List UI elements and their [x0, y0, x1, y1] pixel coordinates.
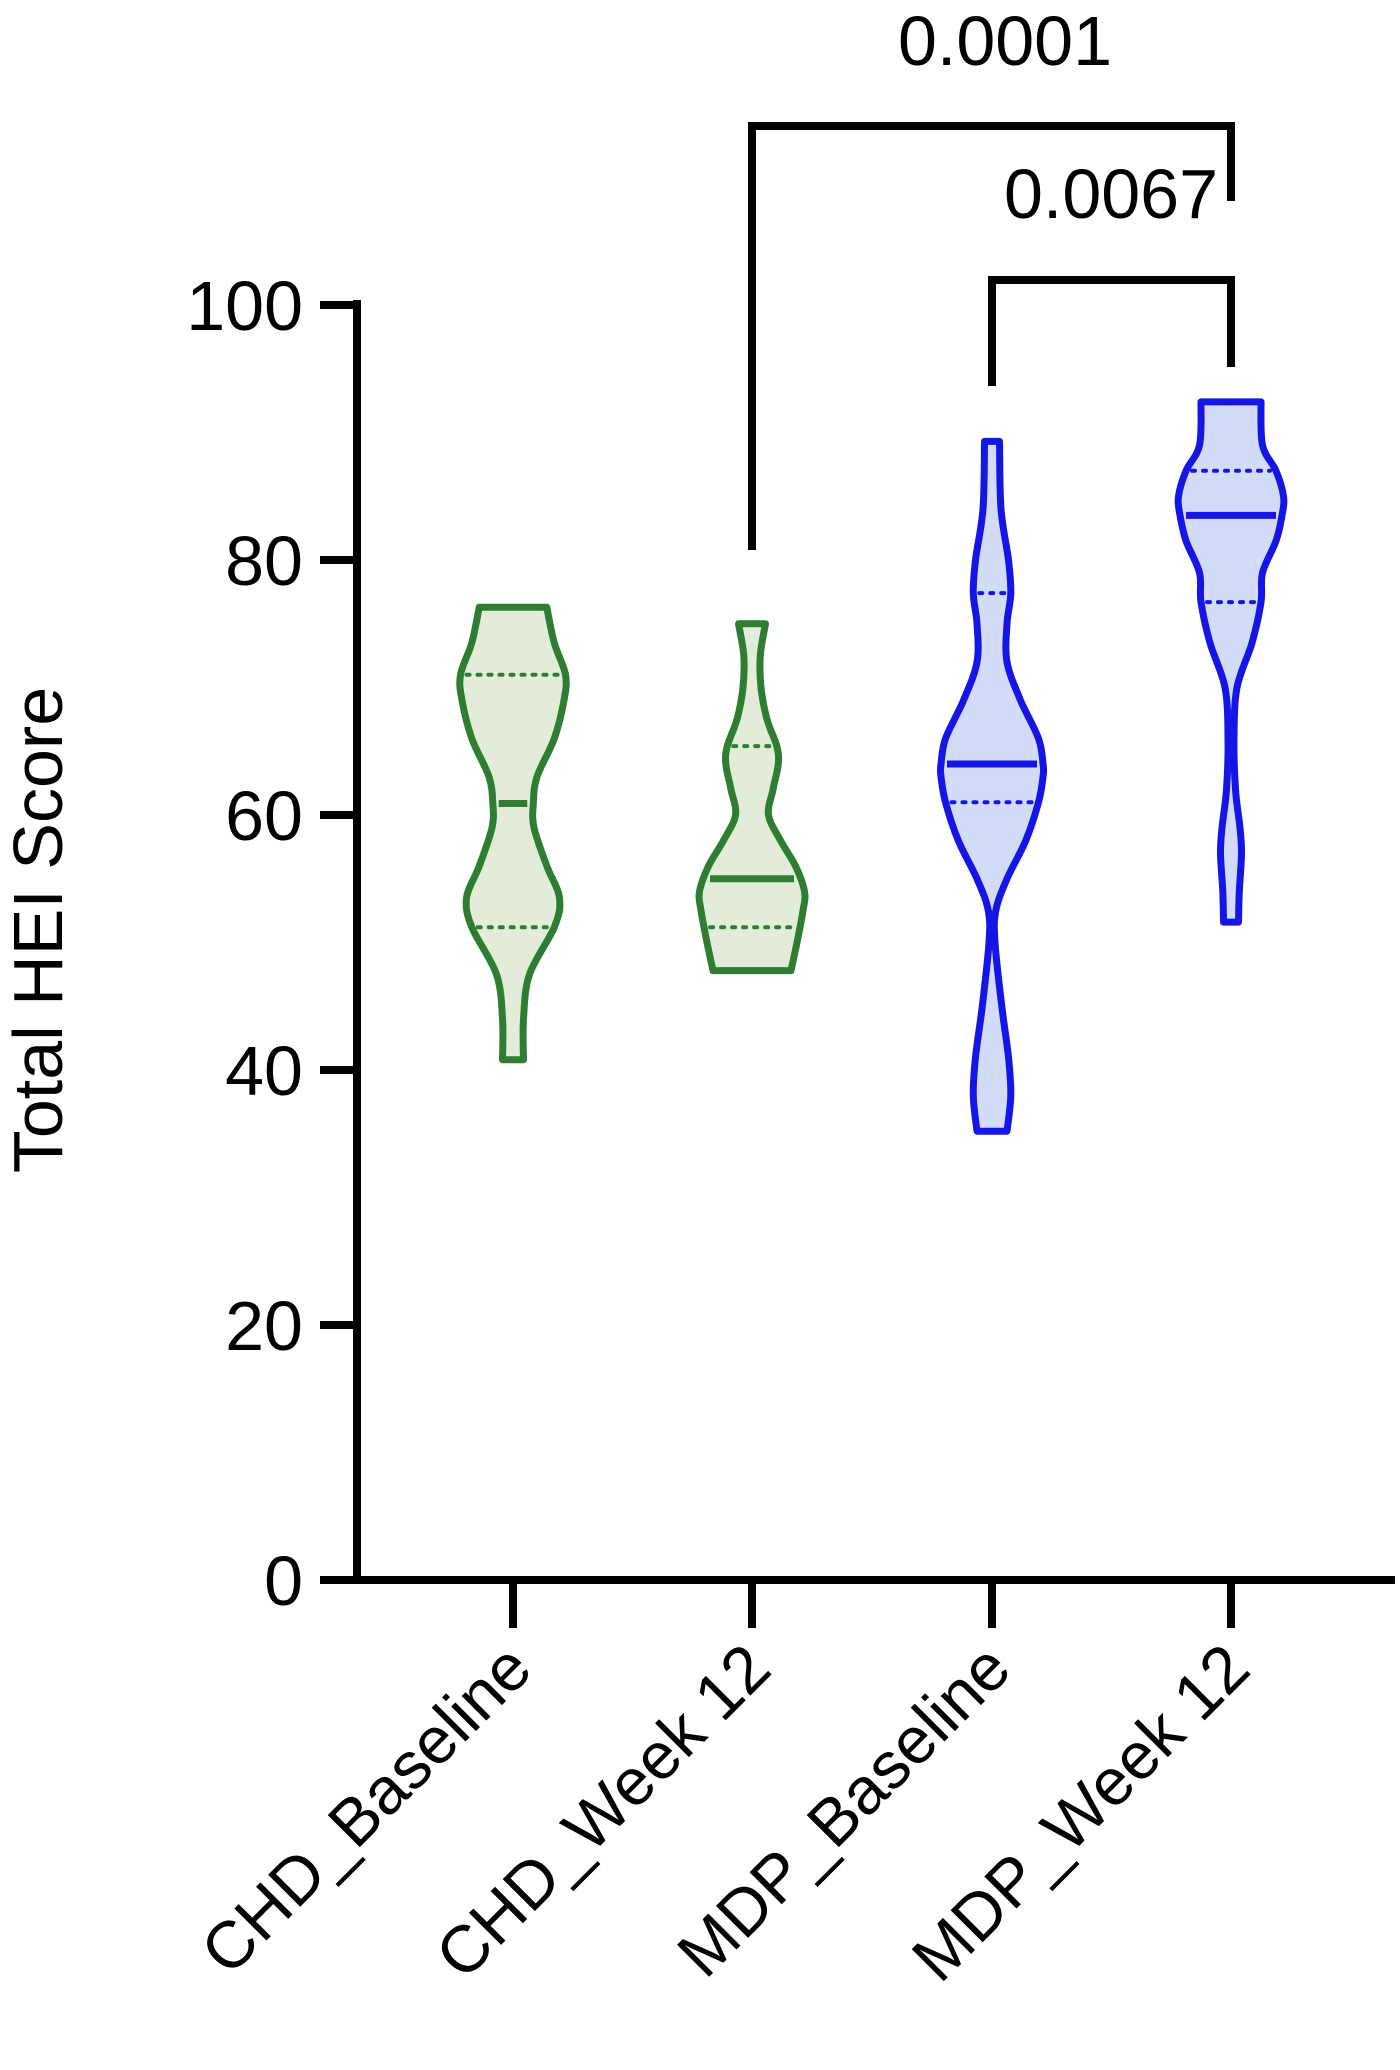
significance-bracket — [988, 276, 1235, 386]
y-tick-label: 20 — [225, 1287, 303, 1365]
axes — [353, 300, 1395, 1584]
y-tick-label: 100 — [186, 267, 303, 345]
violin-shape — [456, 603, 570, 1064]
violin-group — [695, 620, 809, 975]
y-tick-label: 0 — [264, 1542, 303, 1620]
violin-shape — [1174, 398, 1288, 926]
violin-group — [456, 603, 570, 1064]
violin-group — [936, 437, 1048, 1135]
y-axis-title: Total HEI Score — [0, 687, 77, 1173]
significance-bracket — [748, 122, 1235, 550]
y-ticks: 0 20 40 60 80 100 — [186, 267, 357, 1620]
y-tick-label: 60 — [225, 777, 303, 855]
p-value-label: 0.0067 — [1004, 155, 1218, 233]
y-tick-label: 40 — [225, 1032, 303, 1110]
p-value-label: 0.0001 — [898, 2, 1112, 80]
violin-shape — [695, 620, 809, 975]
violin-group — [1174, 398, 1288, 926]
significance-brackets: 0.0067 0.0001 — [748, 2, 1235, 550]
y-tick-label: 80 — [225, 522, 303, 600]
violins — [456, 398, 1288, 1135]
violin-shape — [936, 437, 1048, 1135]
